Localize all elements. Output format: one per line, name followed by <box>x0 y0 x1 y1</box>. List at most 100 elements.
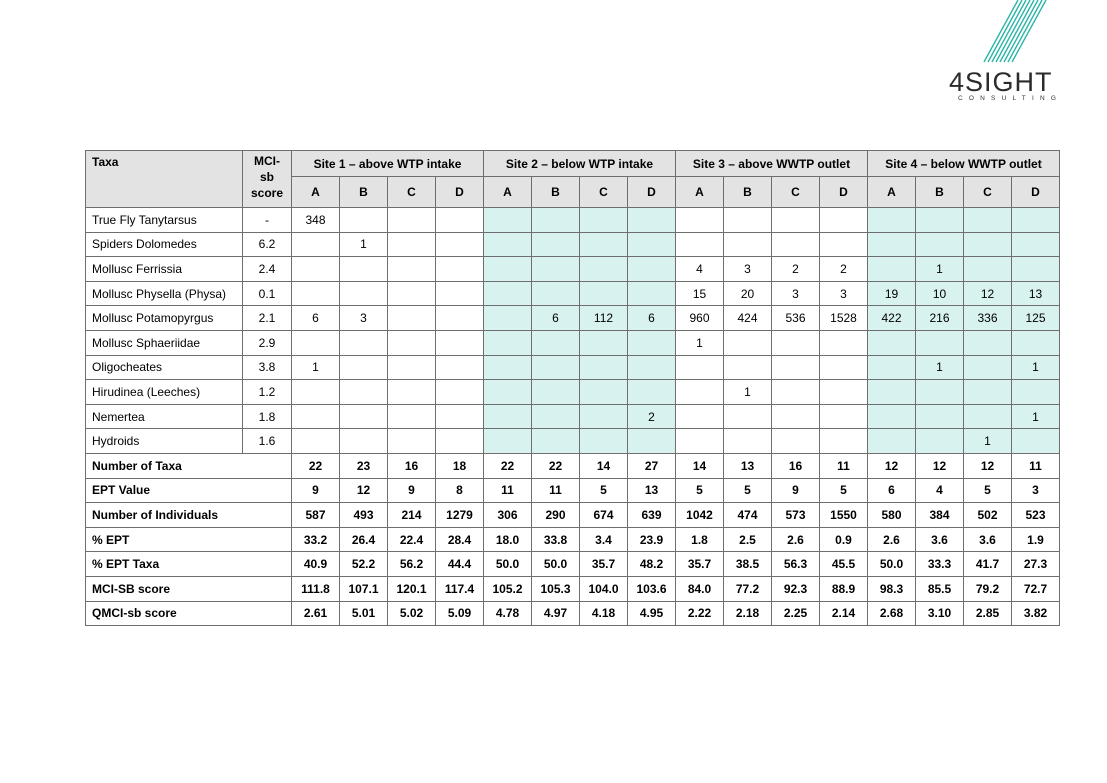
summary-row: % EPT Taxa 40.9 52.2 56.2 44.4 50.0 50.0 35.7 48… <box>85 551 1060 577</box>
count-cell <box>387 403 436 430</box>
count-cell: 3 <box>339 305 388 331</box>
taxa-header: Taxa <box>85 150 243 208</box>
count-cell <box>627 329 676 356</box>
taxa-name-cell: Mollusc Physella (Physa) <box>85 280 243 307</box>
count-cell <box>435 403 484 430</box>
count-cell <box>819 403 868 430</box>
count-cell <box>291 428 340 454</box>
summary-value-cell: 5.09 <box>435 600 484 627</box>
summary-value-cell: 56.2 <box>387 551 436 577</box>
count-cell <box>867 354 916 381</box>
replicate-header: B <box>531 176 580 208</box>
count-cell <box>915 379 964 405</box>
count-cell <box>531 379 580 405</box>
summary-value-cell: 573 <box>771 502 820 528</box>
count-cell <box>963 379 1012 405</box>
summary-row: MCI-SB score 111.8 107.1 120.1 117.4 105.2 105… <box>85 575 1060 602</box>
summary-value-cell: 674 <box>579 502 628 528</box>
count-cell <box>387 280 436 307</box>
summary-value-cell: 33.3 <box>915 551 964 577</box>
summary-value-cell: 290 <box>531 502 580 528</box>
summary-value-cell: 11 <box>1011 452 1060 479</box>
replicate-header: D <box>1011 176 1060 208</box>
summary-value-cell: 1550 <box>819 502 868 528</box>
summary-value-cell: 493 <box>339 502 388 528</box>
count-cell: 536 <box>771 305 820 331</box>
summary-label-cell: % EPT <box>85 526 292 553</box>
count-cell <box>963 207 1012 233</box>
summary-value-cell: 85.5 <box>915 575 964 602</box>
summary-value-cell: 2.68 <box>867 600 916 627</box>
summary-value-cell: 1279 <box>435 502 484 528</box>
count-cell: 1 <box>339 231 388 258</box>
summary-value-cell: 98.3 <box>867 575 916 602</box>
mci-score-cell: 2.9 <box>242 329 292 356</box>
replicate-header: B <box>915 176 964 208</box>
taxa-name-cell: Nemertea <box>85 403 243 430</box>
count-cell <box>387 305 436 331</box>
count-cell <box>291 329 340 356</box>
count-cell: 1528 <box>819 305 868 331</box>
count-cell: 112 <box>579 305 628 331</box>
summary-value-cell: 4.18 <box>579 600 628 627</box>
count-cell <box>867 329 916 356</box>
summary-value-cell: 35.7 <box>579 551 628 577</box>
summary-value-cell: 103.6 <box>627 575 676 602</box>
count-cell <box>723 329 772 356</box>
mci-header-line2: sb <box>259 170 274 184</box>
summary-value-cell: 9 <box>387 477 436 504</box>
summary-value-cell: 2.5 <box>723 526 772 553</box>
count-cell <box>675 403 724 430</box>
company-logo <box>983 0 1047 63</box>
count-cell: 20 <box>723 280 772 307</box>
count-cell <box>435 280 484 307</box>
summary-value-cell: 4.78 <box>483 600 532 627</box>
count-cell <box>483 354 532 381</box>
count-cell <box>963 329 1012 356</box>
logo-wordmark: 4SIGHT <box>949 67 1053 97</box>
count-cell: 1 <box>675 329 724 356</box>
count-cell <box>483 428 532 454</box>
count-cell <box>339 354 388 381</box>
count-cell <box>963 403 1012 430</box>
mci-score-cell: 6.2 <box>242 231 292 258</box>
count-cell: 1 <box>1011 354 1060 381</box>
summary-value-cell: 33.8 <box>531 526 580 553</box>
count-cell <box>339 379 388 405</box>
count-cell: 1 <box>963 428 1012 454</box>
summary-row: % EPT 33.2 26.4 22.4 28.4 18.0 33.8 3.4 23.9 1.8 2… <box>85 526 1060 553</box>
count-cell <box>723 403 772 430</box>
count-cell <box>675 379 724 405</box>
count-cell <box>531 428 580 454</box>
count-cell <box>819 428 868 454</box>
summary-value-cell: 6 <box>867 477 916 504</box>
summary-value-cell: 13 <box>723 452 772 479</box>
table-row: Hydroids 1.6 1 <box>85 428 1060 454</box>
count-cell: 348 <box>291 207 340 233</box>
replicate-header: D <box>627 176 676 208</box>
count-cell: 12 <box>963 280 1012 307</box>
summary-label-cell: QMCI-sb score <box>85 600 292 627</box>
summary-row: Number of Individuals 587 493 214 1279 306 290… <box>85 502 1060 528</box>
summary-value-cell: 56.3 <box>771 551 820 577</box>
summary-value-cell: 105.3 <box>531 575 580 602</box>
summary-value-cell: 13 <box>627 477 676 504</box>
count-cell <box>339 329 388 356</box>
count-cell <box>771 329 820 356</box>
count-cell <box>627 280 676 307</box>
summary-label-cell: Number of Taxa <box>85 452 292 479</box>
mci-score-header: MCI- sb score <box>242 150 292 208</box>
count-cell <box>531 231 580 258</box>
site-2-header: Site 2 – below WTP intake <box>483 150 676 177</box>
table-row: Mollusc Ferrissia 2.4 4 3 2 2 1 <box>85 256 1060 282</box>
count-cell <box>483 207 532 233</box>
count-cell: 1 <box>915 256 964 282</box>
count-cell <box>867 207 916 233</box>
count-cell <box>435 305 484 331</box>
summary-value-cell: 0.9 <box>819 526 868 553</box>
count-cell: 6 <box>531 305 580 331</box>
count-cell: 3 <box>723 256 772 282</box>
summary-value-cell: 16 <box>387 452 436 479</box>
replicate-header: A <box>675 176 724 208</box>
taxa-name-cell: True Fly Tanytarsus <box>85 207 243 233</box>
